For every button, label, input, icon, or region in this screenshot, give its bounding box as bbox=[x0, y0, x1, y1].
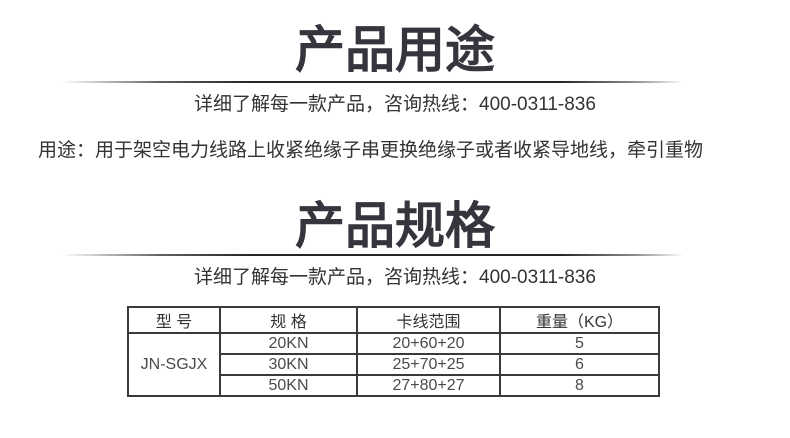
table-row: JN-SGJX 20KN 20+60+20 5 bbox=[127, 332, 660, 397]
divider-line bbox=[62, 81, 684, 83]
spec-table: 型 号 规 格 卡线范围 重量（KG） JN-SGJX 20KN 20+60+2… bbox=[127, 306, 660, 397]
cell-weight: 8 bbox=[499, 374, 660, 397]
header-range: 卡线范围 bbox=[356, 306, 501, 334]
table-row: 50KN 27+80+27 8 bbox=[128, 374, 660, 397]
spec-table-container: 型 号 规 格 卡线范围 重量（KG） JN-SGJX 20KN 20+60+2… bbox=[127, 306, 660, 397]
section-title-product-usage: 产品用途 bbox=[295, 22, 495, 78]
cell-range: 20+60+20 bbox=[356, 332, 501, 355]
hotline-text: 详细了解每一款产品，咨询热线：400-0311-836 bbox=[194, 267, 596, 288]
header-model: 型 号 bbox=[127, 306, 221, 334]
cell-weight: 5 bbox=[499, 332, 660, 355]
header-spec: 规 格 bbox=[219, 306, 358, 334]
hotline-text: 详细了解每一款产品，咨询热线：400-0311-836 bbox=[194, 94, 596, 115]
cell-spec: 30KN bbox=[219, 353, 358, 376]
table-row: 30KN 25+70+25 6 bbox=[128, 353, 660, 376]
usage-description: 用途：用于架空电力线路上收紧绝缘子串更换绝缘子或者收紧导地线，牵引重物 bbox=[38, 140, 704, 161]
table-header-row: 型 号 规 格 卡线范围 重量（KG） bbox=[127, 306, 660, 334]
divider-line bbox=[62, 254, 684, 256]
cell-range: 25+70+25 bbox=[356, 353, 501, 376]
section-title-product-spec: 产品规格 bbox=[295, 198, 495, 254]
cell-spec: 20KN bbox=[219, 332, 358, 355]
cell-range: 27+80+27 bbox=[356, 374, 501, 397]
cell-model: JN-SGJX bbox=[127, 332, 221, 397]
header-weight: 重量（KG） bbox=[499, 306, 660, 334]
cell-weight: 6 bbox=[499, 353, 660, 376]
cell-spec: 50KN bbox=[219, 374, 358, 397]
